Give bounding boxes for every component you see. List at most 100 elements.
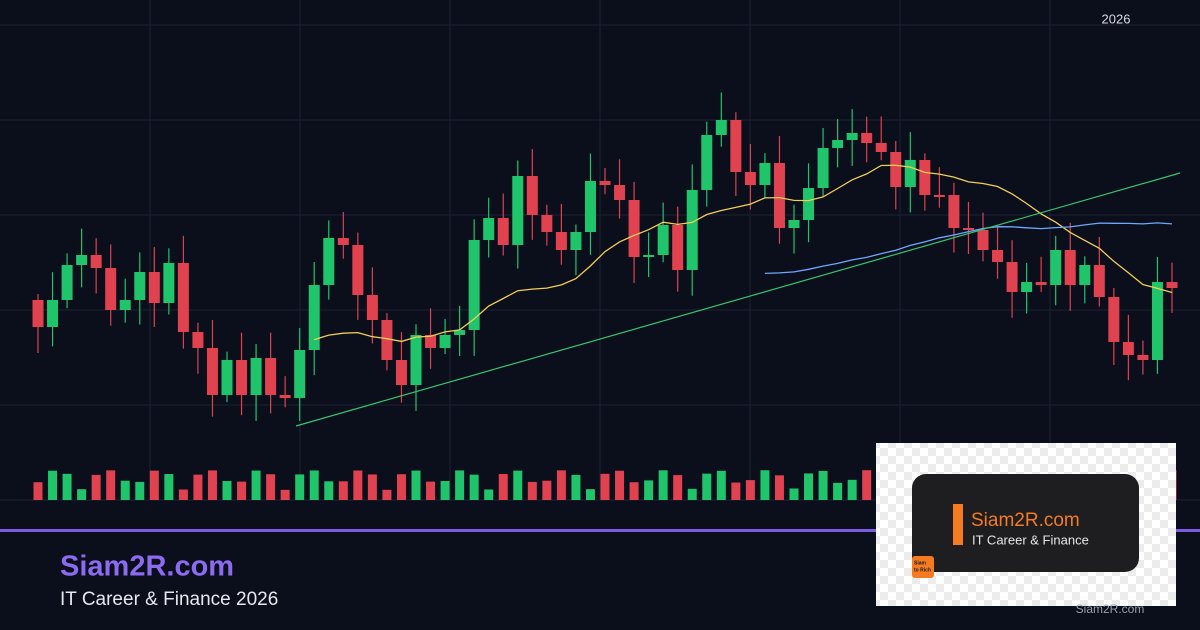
moving-average-long [764, 222, 1173, 275]
volume-bar [571, 474, 581, 500]
candle-body [221, 360, 233, 395]
volume-bar [426, 481, 436, 500]
volume-bar [585, 489, 595, 500]
candle-body [1050, 250, 1062, 285]
candle-body [61, 265, 73, 300]
logo-panel: Siam2R.com IT Career & Finance Siam to R… [876, 443, 1176, 606]
candle-body [628, 200, 640, 257]
candle-body [1108, 297, 1120, 342]
candle-body [497, 218, 509, 245]
candle-body [294, 350, 306, 398]
indicator-lines [295, 164, 1181, 427]
candle-body [861, 133, 873, 143]
volume-bar [295, 474, 305, 500]
candle-body [308, 285, 320, 350]
volume-bar [469, 474, 479, 500]
trendline [295, 172, 1181, 427]
volume-bar [396, 474, 406, 500]
candle-body [366, 295, 378, 320]
candle-body [1035, 282, 1047, 285]
candle-body [555, 232, 567, 250]
candle-body [1093, 265, 1105, 297]
candle-body [337, 238, 349, 245]
candle-body [992, 250, 1004, 262]
candle-body [686, 190, 698, 270]
logo-badge-line: to Rich [914, 567, 931, 573]
candle-body [1151, 282, 1163, 360]
volume-bar [309, 470, 319, 500]
logo-badge-line: Siam [914, 560, 927, 566]
grid [0, 0, 1200, 501]
volume-bar [237, 481, 247, 500]
candle-body [832, 140, 844, 148]
volume-bar [324, 481, 334, 500]
candle-body [701, 135, 713, 190]
volume-bar [62, 473, 72, 500]
candle-body [454, 330, 466, 335]
volume-bar [411, 470, 421, 500]
candle-body [948, 195, 960, 228]
volume-bar [673, 475, 683, 500]
divider [0, 529, 1200, 532]
volume-bar [207, 470, 217, 500]
volume-bar [760, 470, 770, 500]
candle-body [672, 225, 684, 270]
candle-body [352, 245, 364, 295]
brand-title: Siam2R.com [60, 551, 234, 583]
candle-body [788, 220, 800, 228]
candle-body [119, 300, 131, 310]
candle-body [962, 228, 974, 230]
candle-body [933, 195, 945, 197]
candle-body [425, 335, 437, 348]
candle-body [76, 255, 88, 265]
candle-body [90, 255, 102, 268]
volume-bar [745, 480, 755, 500]
volume-bar [178, 489, 188, 500]
candle-body [846, 133, 858, 140]
logo-card [912, 474, 1139, 572]
volume-bar [600, 473, 610, 500]
volume-bar [498, 474, 508, 500]
candle-body [657, 225, 669, 255]
candle-body [1166, 282, 1178, 288]
volume-bar [33, 482, 43, 500]
volume-bar [193, 474, 203, 500]
candle-body [1079, 265, 1091, 285]
candle-body [468, 240, 480, 330]
candle-body [541, 215, 553, 232]
candle-body [919, 160, 931, 195]
candle-body [1006, 262, 1018, 292]
logo-subtitle: IT Career & Finance [972, 532, 1089, 547]
candle-body [395, 360, 407, 385]
volume-bar [106, 470, 116, 500]
candle-body [105, 268, 117, 310]
candle-body [1137, 355, 1149, 360]
volume-bar [731, 482, 741, 500]
candle-body [279, 395, 291, 398]
candle-body [1021, 282, 1033, 292]
candle-body [381, 320, 393, 360]
candle-body [904, 160, 916, 187]
volume-bar [382, 489, 392, 500]
volume-bar [91, 474, 101, 500]
candle-body [1122, 342, 1134, 355]
candle-body [817, 148, 829, 188]
candle-body [744, 172, 756, 185]
moving-average-short [314, 164, 1173, 343]
volume-bar [658, 470, 668, 500]
footer-site: Siam2R.com [1076, 602, 1145, 616]
candle-body [1064, 250, 1076, 285]
volume-bar [527, 481, 537, 500]
volume-bar [440, 480, 450, 500]
candle-body [236, 360, 248, 395]
candle-body [643, 255, 655, 257]
volume-bar [484, 489, 494, 500]
volume-bar [513, 470, 523, 500]
candle-body [148, 272, 160, 303]
candle-body [323, 238, 335, 285]
volume-bar [702, 473, 712, 500]
volume-bar [716, 470, 726, 500]
volume-bar [280, 489, 290, 500]
volume-bar [847, 479, 857, 500]
